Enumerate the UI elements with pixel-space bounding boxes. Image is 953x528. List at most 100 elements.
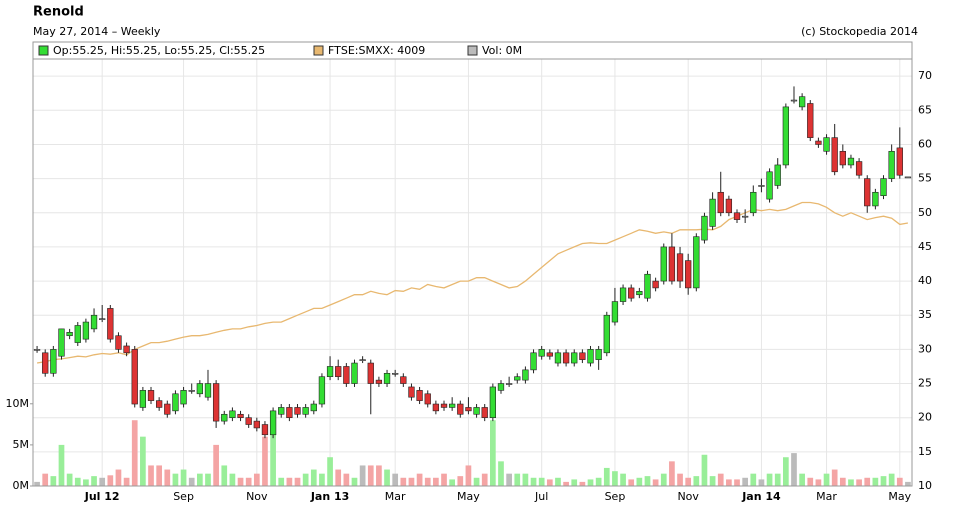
volume-bar — [815, 479, 822, 486]
candle-body — [156, 400, 163, 408]
candle-body — [758, 185, 765, 187]
x-tick-label: Jul — [534, 490, 548, 503]
volume-bar — [343, 473, 350, 486]
candle-body — [33, 349, 41, 351]
volume-bar — [563, 481, 569, 486]
volume-bar — [856, 479, 862, 486]
y-tick-label: 40 — [918, 274, 932, 287]
candle-body — [42, 352, 49, 374]
candle-body — [896, 147, 903, 176]
candle-body — [196, 383, 203, 395]
volume-bar — [774, 473, 781, 486]
candle-body — [123, 345, 130, 354]
volume-bar — [99, 477, 106, 486]
volume-bar — [34, 481, 40, 486]
candle-body — [424, 393, 431, 405]
candle-body — [904, 176, 912, 179]
volume-bar — [791, 453, 797, 486]
candle-body — [888, 150, 895, 179]
volume-bar — [278, 477, 285, 486]
candle-body — [831, 137, 838, 173]
candles — [33, 86, 912, 439]
volume-bar — [384, 469, 390, 486]
volume-bar — [587, 479, 594, 486]
volume-bar — [416, 473, 423, 486]
candle-body — [497, 383, 505, 391]
volume-bar — [905, 481, 911, 486]
source: (c) Stockopedia 2014 — [801, 25, 918, 38]
candle-body — [546, 352, 553, 357]
volume-bar — [750, 473, 757, 486]
volume-bar — [506, 473, 512, 486]
candle-body — [603, 314, 610, 354]
volume-bar — [188, 477, 195, 486]
chart-title: Renold — [33, 5, 84, 20]
volume-bar — [880, 476, 887, 486]
candle-body — [302, 407, 309, 415]
candle-body — [335, 366, 342, 378]
vol-tick-label: 5M — [13, 438, 30, 451]
y-tick-label: 60 — [918, 137, 932, 150]
candle-body — [742, 215, 749, 218]
volume-bar — [677, 473, 683, 486]
candle-body — [82, 321, 90, 340]
volume-bar — [172, 473, 179, 486]
candle-body — [880, 178, 887, 196]
candle-body — [237, 413, 244, 418]
candle-body — [351, 362, 358, 384]
candle-body — [66, 332, 73, 337]
candle-body — [253, 420, 260, 429]
volume-bar — [335, 469, 342, 486]
x-tick-label: May — [457, 490, 480, 503]
candle-body — [131, 349, 138, 405]
candle-body — [375, 379, 383, 384]
candle-body — [628, 287, 635, 299]
candle-body — [115, 335, 122, 350]
volume-bar — [612, 471, 618, 486]
candle-body — [107, 308, 114, 340]
volume-bar — [221, 465, 228, 486]
candle-body — [562, 352, 570, 364]
volume-bar — [310, 469, 317, 486]
legend-volume: Vol: 0M — [482, 44, 522, 57]
volume-bar — [253, 473, 260, 486]
candle-body — [644, 273, 651, 299]
grid — [33, 42, 912, 487]
chart-subtitle: May 27, 2014 – Weekly — [33, 25, 161, 38]
volume-bar — [74, 477, 81, 486]
candle-body — [489, 386, 496, 418]
candle-body — [99, 318, 106, 320]
volume-bar — [823, 473, 830, 486]
candle-body — [782, 106, 789, 166]
volume-bar — [489, 420, 496, 486]
y-tick-label: 35 — [918, 308, 932, 321]
volume-bar — [669, 461, 675, 486]
volume-bar — [652, 479, 659, 486]
volume-bar — [302, 473, 309, 486]
y-tick-label: 45 — [918, 240, 932, 253]
candle-body — [180, 390, 187, 405]
candle-body — [636, 291, 643, 296]
volume-bar — [449, 479, 456, 486]
candle-body — [440, 403, 448, 408]
volume-bar — [628, 479, 635, 486]
candle-body — [823, 137, 830, 152]
volume-bar — [115, 469, 122, 486]
candle-body — [750, 191, 757, 214]
ftse-line — [36, 201, 909, 364]
candle-body — [554, 352, 562, 364]
volume-bar — [734, 479, 740, 486]
candle-body — [294, 407, 301, 415]
candle-body — [58, 328, 65, 357]
volume-bar — [473, 477, 480, 486]
legend-swatch — [38, 45, 49, 56]
volume-bar — [766, 473, 773, 486]
candle-body — [139, 390, 147, 408]
volume-bar — [58, 444, 65, 486]
candle-body — [611, 301, 619, 323]
candle-body — [571, 352, 578, 364]
candle-body — [505, 383, 513, 385]
volume-bar — [229, 473, 236, 486]
candle-body — [587, 349, 594, 364]
x-tick-label: Mar — [816, 490, 837, 503]
